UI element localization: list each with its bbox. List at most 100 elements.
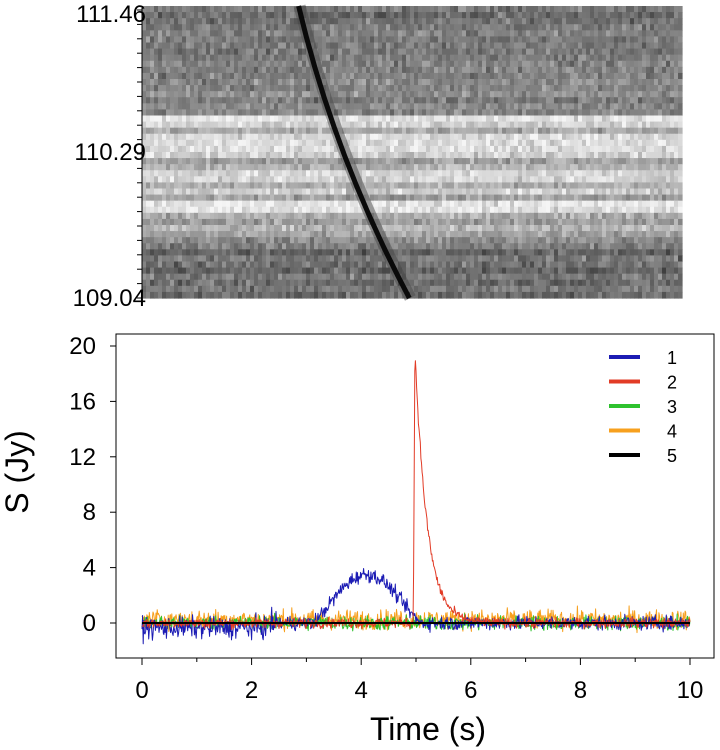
spectrum-cell (486, 72, 491, 80)
spectrum-cell (642, 79, 647, 86)
spectrum-cell (522, 18, 527, 25)
spectrum-cell (218, 200, 223, 208)
spectrum-cell (522, 24, 527, 31)
spectrum-cell (494, 194, 499, 202)
spectrum-cell (626, 12, 631, 19)
spectrum-cell (646, 127, 651, 135)
spectrum-cell (426, 133, 431, 141)
spectrum-cell (394, 225, 399, 232)
spectrum-cell (438, 133, 443, 141)
spectrum-cell (250, 145, 255, 153)
spectrum-cell (650, 42, 655, 50)
spectrum-cell (378, 85, 383, 92)
spectrum-cell (562, 225, 567, 232)
spectrum-cell (662, 79, 667, 86)
spectrum-cell (518, 6, 523, 13)
spectrum-cell (618, 188, 623, 196)
spectrum-cell (354, 212, 359, 220)
spectrum-cell (430, 12, 435, 19)
spectrum-cell (466, 200, 471, 208)
spectrum-cell (258, 60, 263, 68)
spectrum-cell (418, 206, 423, 214)
spectrum-cell (342, 30, 347, 38)
spectrum-cell (590, 66, 595, 74)
spectrum-cell (390, 85, 395, 92)
spectrum-cell (486, 206, 491, 214)
spectrum-cell (406, 225, 411, 232)
spectrum-cell (154, 158, 159, 165)
spectrum-cell (158, 170, 163, 177)
spectrum-cell (430, 6, 435, 13)
spectrum-cell (430, 79, 435, 86)
spectrum-cell (582, 91, 587, 98)
spectrum-cell (490, 206, 495, 214)
spectrum-cell (178, 158, 183, 165)
spectrum-cell (446, 109, 451, 117)
spectrum-cell (602, 85, 607, 92)
spectrum-cell (294, 48, 299, 56)
spectrum-cell (594, 206, 599, 214)
spectrum-cell (158, 225, 163, 232)
spectrum-cell (214, 6, 219, 13)
spectrum-cell (194, 79, 199, 86)
spectrum-cell (274, 36, 279, 44)
spectrum-cell (614, 145, 619, 153)
spectrum-cell (610, 115, 615, 123)
spectrum-cell (518, 194, 523, 202)
spectrum-cell (470, 97, 475, 104)
spectrum-cell (366, 48, 371, 56)
spectrum-cell (458, 12, 463, 19)
spectrum-cell (590, 12, 595, 19)
spectrum-cell (222, 30, 227, 38)
spectrum-cell (410, 48, 415, 56)
spectrum-cell (238, 158, 243, 165)
spectrum-cell (462, 109, 467, 117)
spectrum-cell (430, 54, 435, 62)
spectrum-cell (338, 97, 343, 104)
spectrum-cell (154, 127, 159, 135)
spectrum-cell (546, 12, 551, 19)
spectrum-cell (382, 127, 387, 135)
spectrum-cell (594, 109, 599, 117)
spectrum-cell (226, 85, 231, 92)
spectrum-cell (514, 72, 519, 80)
spectrum-cell (190, 200, 195, 208)
spectrum-cell (638, 48, 643, 56)
spectrum-cell (250, 194, 255, 202)
spectrum-cell (530, 79, 535, 86)
spectrum-cell (486, 36, 491, 44)
spectrum-cell (546, 200, 551, 208)
spectrum-cell (622, 170, 627, 177)
spectrum-cell (178, 182, 183, 190)
spectrum-cell (250, 127, 255, 135)
spectrum-cell (666, 206, 671, 214)
spectrum-cell (282, 6, 287, 13)
spectrum-cell (434, 121, 439, 129)
spectrum-cell (234, 6, 239, 13)
spectrum-cell (342, 54, 347, 62)
spectrum-cell (190, 79, 195, 86)
spectrum-cell (626, 206, 631, 214)
spectrum-cell (582, 103, 587, 111)
spectrum-cell (578, 218, 583, 226)
spectrum-cell (526, 176, 531, 184)
spectrum-cell (606, 72, 611, 80)
spectrum-cell (486, 115, 491, 123)
spectrum-cell (158, 164, 163, 171)
spectrum-cell (562, 164, 567, 171)
spectrum-cell (578, 36, 583, 44)
spectrum-cell (510, 109, 515, 117)
spectrum-cell (246, 170, 251, 177)
spectrum-cell (282, 97, 287, 104)
spectrum-cell (234, 194, 239, 202)
spectrum-cell (270, 145, 275, 153)
spectrum-cell (290, 6, 295, 13)
spectrum-cell (422, 212, 427, 220)
spectrum-cell (558, 79, 563, 86)
spectrum-cell (578, 85, 583, 92)
spectrum-cell (194, 188, 199, 196)
spectrum-cell (554, 182, 559, 190)
spectrum-cell (326, 79, 331, 86)
spectrum-cell (142, 133, 147, 141)
spectrum-cell (638, 212, 643, 220)
